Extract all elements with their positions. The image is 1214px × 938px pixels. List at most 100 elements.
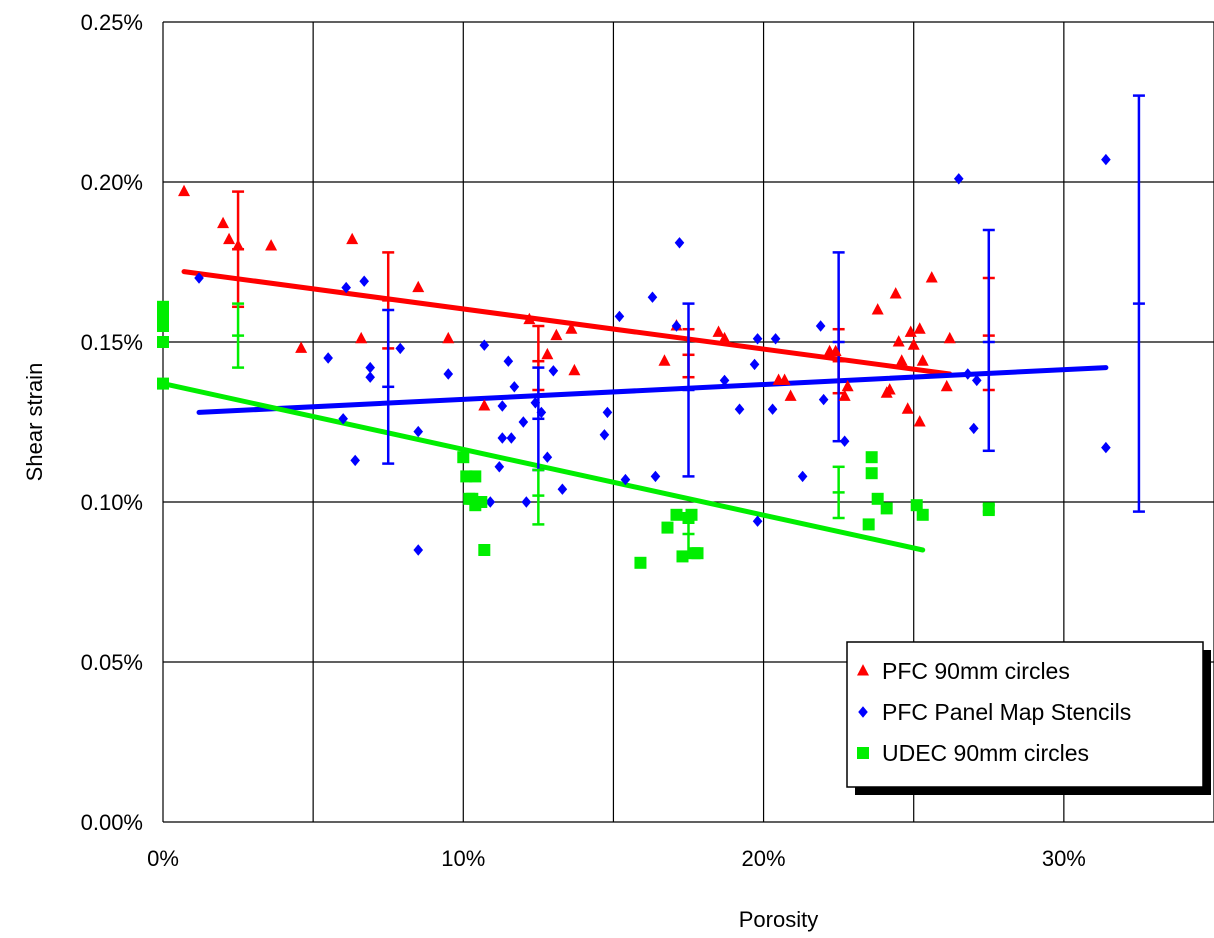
data-point	[568, 363, 581, 376]
data-point	[982, 502, 995, 515]
data-point	[634, 556, 647, 569]
data-point	[412, 280, 425, 293]
data-point	[1101, 441, 1111, 454]
data-point	[223, 232, 236, 245]
data-point	[778, 373, 791, 385]
x-tick-label: 10%	[441, 846, 485, 871]
data-point	[530, 397, 541, 409]
data-point	[883, 383, 896, 395]
data-point	[734, 403, 745, 415]
data-point	[478, 544, 491, 556]
data-point	[355, 331, 368, 344]
error-bars	[232, 94, 1145, 555]
x-tick-label: 0%	[147, 846, 179, 871]
data-point	[157, 377, 169, 390]
data-point	[865, 451, 878, 464]
data-point	[871, 303, 884, 315]
y-tick-label: 0.05%	[81, 650, 143, 675]
data-point	[892, 335, 905, 347]
data-point	[157, 336, 169, 348]
data-point	[413, 425, 424, 438]
y-tick-label: 0.25%	[81, 10, 143, 35]
data-point	[916, 508, 929, 521]
y-tick-label: 0.15%	[81, 330, 143, 355]
data-point	[157, 320, 169, 332]
y-axis-tick-labels: 0.00% 0.05% 0.10% 0.15% 0.20% 0.25%	[81, 10, 143, 835]
data-point	[674, 237, 685, 249]
data-point	[232, 239, 245, 251]
trend-line	[160, 381, 926, 553]
data-point	[599, 429, 610, 441]
data-point	[691, 547, 704, 560]
data-point	[889, 287, 902, 299]
error-bar	[832, 251, 845, 443]
y-tick-label: 0.00%	[81, 810, 143, 835]
legend-box	[846, 641, 1204, 788]
data-point	[676, 550, 689, 563]
error-bar	[532, 366, 545, 472]
legend: PFC 90mm circles PFC Panel Map Stencils UD…	[846, 641, 1211, 795]
data-point	[815, 320, 826, 332]
error-bar	[532, 468, 545, 526]
error-bar	[232, 302, 245, 369]
data-point	[542, 451, 553, 463]
data-point	[670, 508, 683, 521]
data-point	[506, 432, 517, 444]
data-point	[479, 339, 490, 351]
data-point	[907, 338, 920, 350]
y-tick-label: 0.20%	[81, 170, 143, 195]
data-point	[178, 184, 191, 197]
legend-marker	[857, 664, 869, 676]
x-tick-label: 20%	[742, 846, 786, 871]
data-point	[523, 312, 536, 325]
error-bar	[682, 302, 695, 478]
data-point	[752, 515, 763, 527]
data-point	[497, 432, 508, 444]
data-point	[749, 358, 760, 371]
trend-lines	[160, 269, 1109, 553]
data-point	[602, 406, 613, 419]
trend-line	[181, 269, 953, 377]
data-point	[338, 413, 348, 425]
data-point	[620, 473, 631, 486]
y-tick-label: 0.10%	[81, 490, 143, 515]
data-point	[767, 403, 778, 415]
data-point	[265, 239, 278, 251]
data-point	[838, 389, 851, 401]
data-point	[442, 331, 455, 344]
data-point	[365, 361, 375, 374]
data-point	[557, 483, 568, 495]
data-point	[157, 310, 169, 323]
data-point	[359, 275, 369, 287]
data-point	[862, 518, 875, 531]
data-point	[968, 422, 979, 435]
grid	[162, 21, 1214, 823]
data-point	[943, 331, 956, 344]
data-point	[658, 354, 671, 366]
data-point	[913, 322, 926, 334]
data-point	[1101, 153, 1111, 166]
legend-marker	[858, 706, 868, 718]
error-bar	[382, 308, 395, 465]
data-point	[784, 389, 797, 401]
data-point	[478, 399, 491, 411]
data-point	[521, 496, 532, 508]
data-point	[661, 521, 674, 534]
data-point	[350, 454, 360, 467]
data-point	[323, 352, 333, 364]
data-point	[536, 406, 547, 419]
data-point	[365, 371, 375, 383]
legend-marker	[857, 747, 869, 759]
data-point	[839, 435, 850, 447]
data-point	[916, 354, 929, 366]
data-point	[971, 374, 982, 387]
data-point	[865, 467, 878, 480]
data-points	[157, 153, 1111, 569]
data-point	[829, 344, 842, 357]
data-point	[901, 402, 914, 414]
data-point	[443, 368, 454, 380]
data-point	[341, 281, 351, 294]
error-bar	[982, 228, 995, 453]
data-point	[475, 496, 488, 508]
